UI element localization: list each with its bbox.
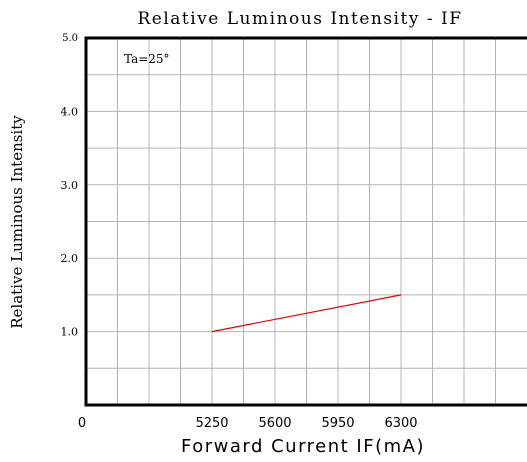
y-tick-label: 3.0 bbox=[61, 179, 79, 192]
grid bbox=[86, 38, 527, 405]
series-line bbox=[211, 294, 402, 333]
y-tick-label: 2.0 bbox=[61, 252, 79, 265]
y-axis-label: Relative Luminous Intensity bbox=[8, 115, 26, 329]
y-tick-label: 1.0 bbox=[61, 326, 79, 339]
x-tick-label: 5950 bbox=[321, 416, 354, 431]
chart-title: Relative Luminous Intensity - IF bbox=[138, 9, 463, 29]
tick-labels: 0 5250 5600 5950 6300 1.0 2.0 3.0 4.0 5.0 bbox=[61, 33, 418, 431]
x-tick-label: 5250 bbox=[195, 416, 228, 431]
y-tick-label: 4.0 bbox=[61, 105, 79, 118]
axes bbox=[84, 36, 527, 407]
x-tick-label: 6300 bbox=[384, 416, 417, 431]
x-tick-label: 5600 bbox=[258, 416, 291, 431]
y-tick-label: 5.0 bbox=[62, 33, 78, 44]
series bbox=[211, 294, 402, 333]
x-axis-label: Forward Current IF(mA) bbox=[181, 436, 425, 457]
x-tick-label: 0 bbox=[78, 416, 86, 431]
condition-annotation: Ta=25° bbox=[124, 52, 170, 66]
